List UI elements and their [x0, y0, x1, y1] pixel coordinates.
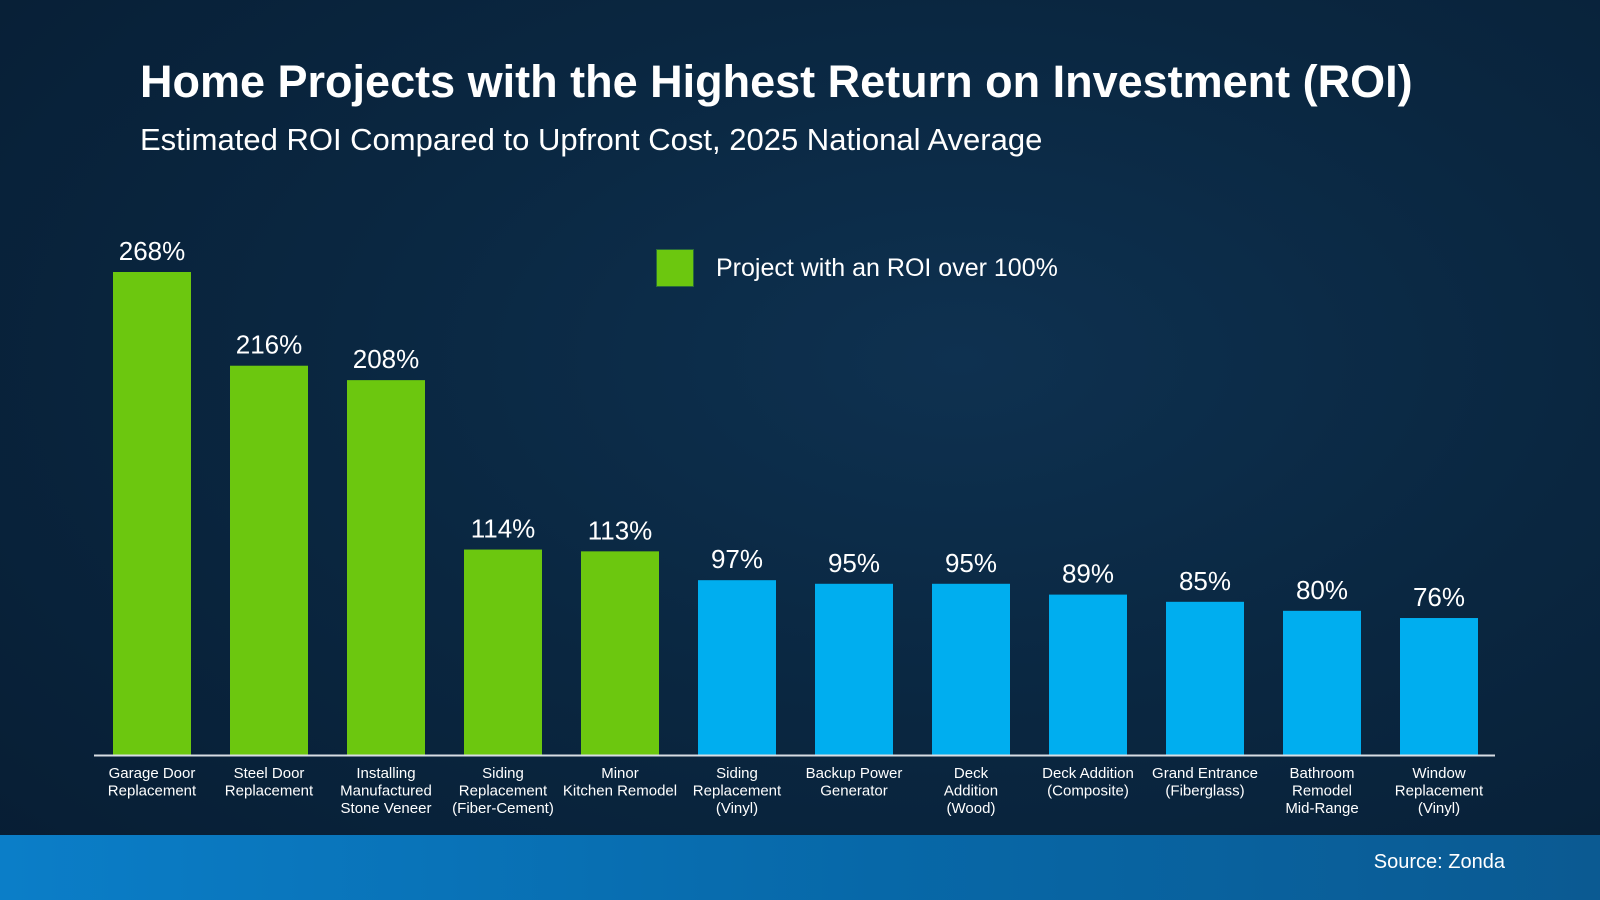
bar — [1049, 594, 1127, 755]
value-label: 97% — [711, 544, 763, 574]
category-label: Minor Kitchen Remodel — [563, 765, 677, 800]
bar — [464, 549, 542, 755]
category-label: Siding Replacement (Fiber-Cement) — [452, 765, 554, 817]
bar — [347, 380, 425, 755]
bar — [698, 580, 776, 755]
category-label: Deck Addition (Composite) — [1042, 765, 1134, 800]
value-label: 113% — [588, 515, 653, 545]
bar — [815, 583, 893, 755]
source-note: Source: Zonda — [1373, 851, 1505, 873]
category-label: Bathroom Remodel Mid-Range — [1285, 765, 1358, 817]
value-label: 268% — [119, 236, 186, 266]
value-label: 89% — [1062, 559, 1114, 589]
category-label: Installing Manufactured Stone Veneer — [340, 765, 432, 817]
value-label: 76% — [1413, 582, 1465, 612]
category-label: Grand Entrance (Fiberglass) — [1152, 765, 1258, 800]
category-label: Steel Door Replacement — [225, 765, 314, 800]
bar — [1283, 610, 1361, 755]
legend-swatch-green — [656, 249, 694, 287]
footer-bar: Source: Zonda — [0, 835, 1600, 900]
category-label: Window Replacement (Vinyl) — [1395, 765, 1484, 817]
category-label: Deck Addition (Wood) — [944, 765, 998, 817]
legend: Project with an ROI over 100% — [656, 249, 1058, 287]
value-label: 85% — [1179, 566, 1231, 596]
value-label: 95% — [945, 548, 997, 578]
category-label: Backup Power Generator — [806, 765, 903, 800]
bar — [932, 583, 1010, 755]
bar — [1400, 618, 1478, 755]
legend-label: Project with an ROI over 100% — [716, 253, 1058, 282]
bar — [113, 272, 191, 755]
value-label: 216% — [236, 330, 303, 360]
bar — [1166, 601, 1244, 755]
bar — [230, 365, 308, 755]
category-label: Siding Replacement (Vinyl) — [693, 765, 782, 817]
value-label: 208% — [353, 344, 420, 374]
value-label: 95% — [828, 548, 880, 578]
value-label: 114% — [471, 514, 536, 544]
category-label: Garage Door Replacement — [108, 765, 197, 800]
chart-title: Home Projects with the Highest Return on… — [140, 56, 1413, 107]
bar — [581, 551, 659, 755]
chart-subtitle: Estimated ROI Compared to Upfront Cost, … — [140, 122, 1043, 157]
value-label: 80% — [1296, 575, 1348, 605]
